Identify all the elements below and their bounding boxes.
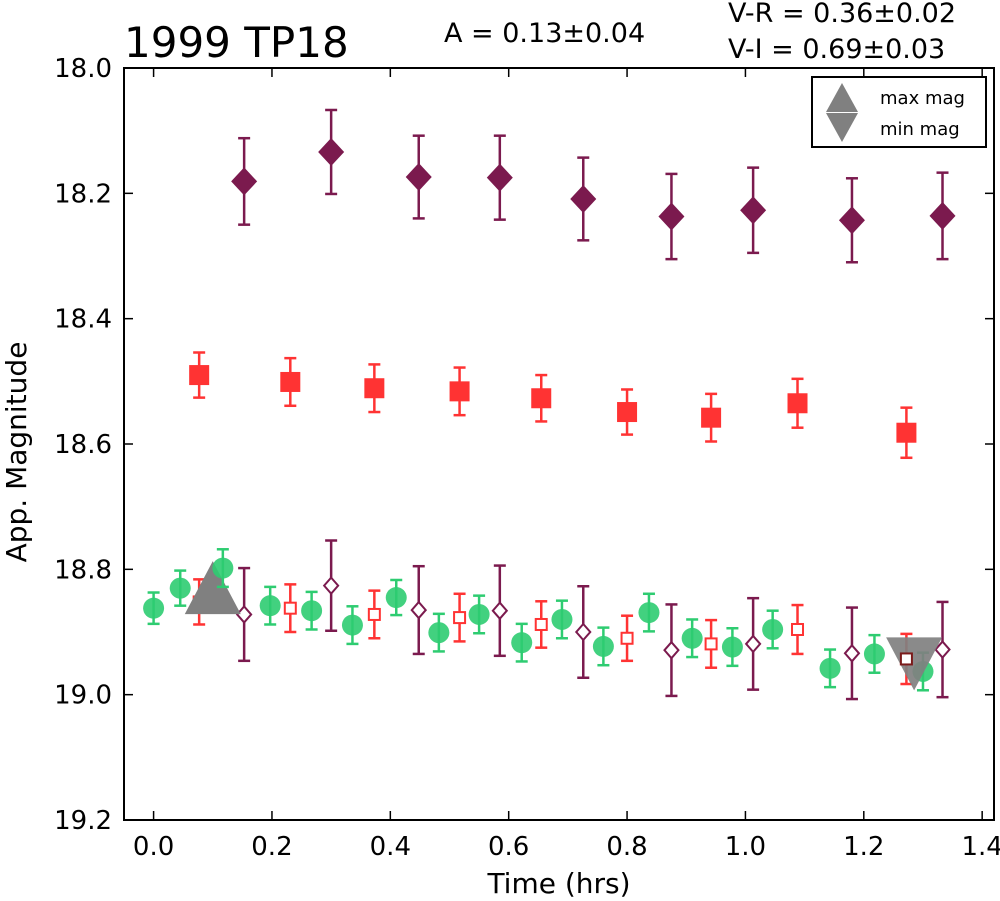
r-band-point bbox=[896, 422, 917, 443]
x-tick-label: 1.4 bbox=[961, 832, 1000, 862]
amplitude-text: A = 0.13±0.04 bbox=[444, 18, 645, 49]
v-band-point bbox=[551, 608, 573, 630]
i-band-point bbox=[740, 196, 767, 225]
x-tick-label: 0.0 bbox=[133, 832, 174, 862]
x-axis-label: Time (hrs) bbox=[486, 867, 630, 900]
v-band-point bbox=[721, 636, 743, 658]
i-band-shifted-point bbox=[843, 643, 861, 663]
y-tick-label: 19.0 bbox=[54, 681, 112, 711]
max-mag-marker bbox=[184, 561, 241, 615]
r-band-shifted-point bbox=[791, 622, 805, 636]
i-band-shifted-point bbox=[491, 601, 509, 621]
r-band-point bbox=[787, 393, 808, 414]
x-tick-label: 0.8 bbox=[606, 832, 647, 862]
v-band-point bbox=[428, 622, 450, 644]
r-band-point bbox=[189, 365, 210, 386]
v-band-point bbox=[638, 602, 660, 624]
r-band-shifted-point bbox=[283, 601, 297, 615]
i-band-point bbox=[838, 206, 865, 235]
v-band-point bbox=[468, 603, 490, 625]
plot-frame bbox=[123, 67, 995, 821]
i-band-point bbox=[570, 184, 597, 213]
i-band-shifted-point bbox=[410, 600, 428, 620]
v-i-color-text: V-I = 0.69±0.03 bbox=[728, 34, 945, 65]
i-band-point bbox=[658, 202, 685, 231]
x-tick-label: 0.2 bbox=[251, 832, 292, 862]
r-band-point bbox=[449, 381, 470, 402]
i-band-point bbox=[486, 163, 513, 192]
v-band-point bbox=[762, 618, 784, 640]
r-band-shifted-point bbox=[534, 617, 548, 631]
legend: max mag min mag bbox=[811, 76, 987, 148]
x-tick-label: 1.2 bbox=[843, 832, 884, 862]
r-band-point bbox=[280, 371, 301, 392]
y-tick-label: 18.4 bbox=[54, 305, 112, 335]
v-band-point bbox=[385, 587, 407, 609]
min-mag-marker bbox=[886, 637, 943, 691]
i-band-shifted-point bbox=[322, 576, 340, 596]
r-band-shifted-point bbox=[704, 637, 718, 651]
y-axis-label: App. Magnitude bbox=[0, 342, 33, 563]
legend-min-mag-label: min mag bbox=[880, 119, 960, 140]
r-band-shifted-point bbox=[367, 607, 381, 621]
x-tick-label: 1.0 bbox=[725, 832, 766, 862]
i-band-shifted-point bbox=[744, 634, 762, 654]
r-band-point bbox=[701, 407, 722, 428]
v-band-point bbox=[592, 635, 614, 657]
i-band-shifted-point bbox=[934, 640, 951, 660]
r-band-shifted-point bbox=[899, 652, 913, 666]
i-band-point bbox=[405, 163, 432, 192]
x-tick-label: 0.4 bbox=[370, 832, 411, 862]
y-tick-label: 19.2 bbox=[54, 806, 112, 836]
v-band-point bbox=[863, 643, 885, 665]
chart-title: 1999 TP18 bbox=[124, 18, 349, 67]
v-band-point bbox=[681, 627, 703, 649]
i-band-shifted-point bbox=[663, 640, 680, 660]
r-band-point bbox=[531, 388, 552, 409]
i-band-point bbox=[318, 137, 345, 166]
v-band-point bbox=[341, 614, 363, 636]
i-band-point bbox=[231, 167, 258, 196]
v-band-point bbox=[143, 597, 165, 619]
r-band-point bbox=[364, 378, 385, 399]
v-band-point bbox=[212, 557, 234, 579]
v-band-point bbox=[511, 632, 533, 654]
legend-max-mag-label: max mag bbox=[880, 88, 965, 109]
i-band-point bbox=[929, 201, 956, 230]
v-r-color-text: V-R = 0.36±0.02 bbox=[728, 0, 956, 29]
v-band-point bbox=[819, 657, 841, 679]
v-band-point bbox=[301, 600, 323, 622]
y-tick-label: 18.6 bbox=[54, 430, 112, 460]
r-band-point bbox=[617, 402, 638, 423]
r-band-shifted-point bbox=[620, 631, 634, 645]
data-marks bbox=[143, 108, 956, 701]
x-tick-label: 0.6 bbox=[488, 832, 529, 862]
max-mag-legend-icon bbox=[826, 83, 858, 112]
v-band-point bbox=[259, 595, 281, 617]
axis-ticks: 0.0 0.2 0.4 0.6 0.8 1.0 1.2 1.4 18.0 18.2 18.4 18.6… bbox=[54, 54, 1000, 862]
y-tick-label: 18.2 bbox=[54, 179, 112, 209]
v-band-point bbox=[169, 577, 191, 599]
min-mag-legend-icon bbox=[826, 113, 858, 142]
y-tick-label: 18.0 bbox=[54, 54, 112, 84]
i-band-shifted-point bbox=[574, 622, 592, 642]
y-tick-label: 18.8 bbox=[54, 555, 112, 585]
r-band-shifted-point bbox=[453, 611, 467, 625]
